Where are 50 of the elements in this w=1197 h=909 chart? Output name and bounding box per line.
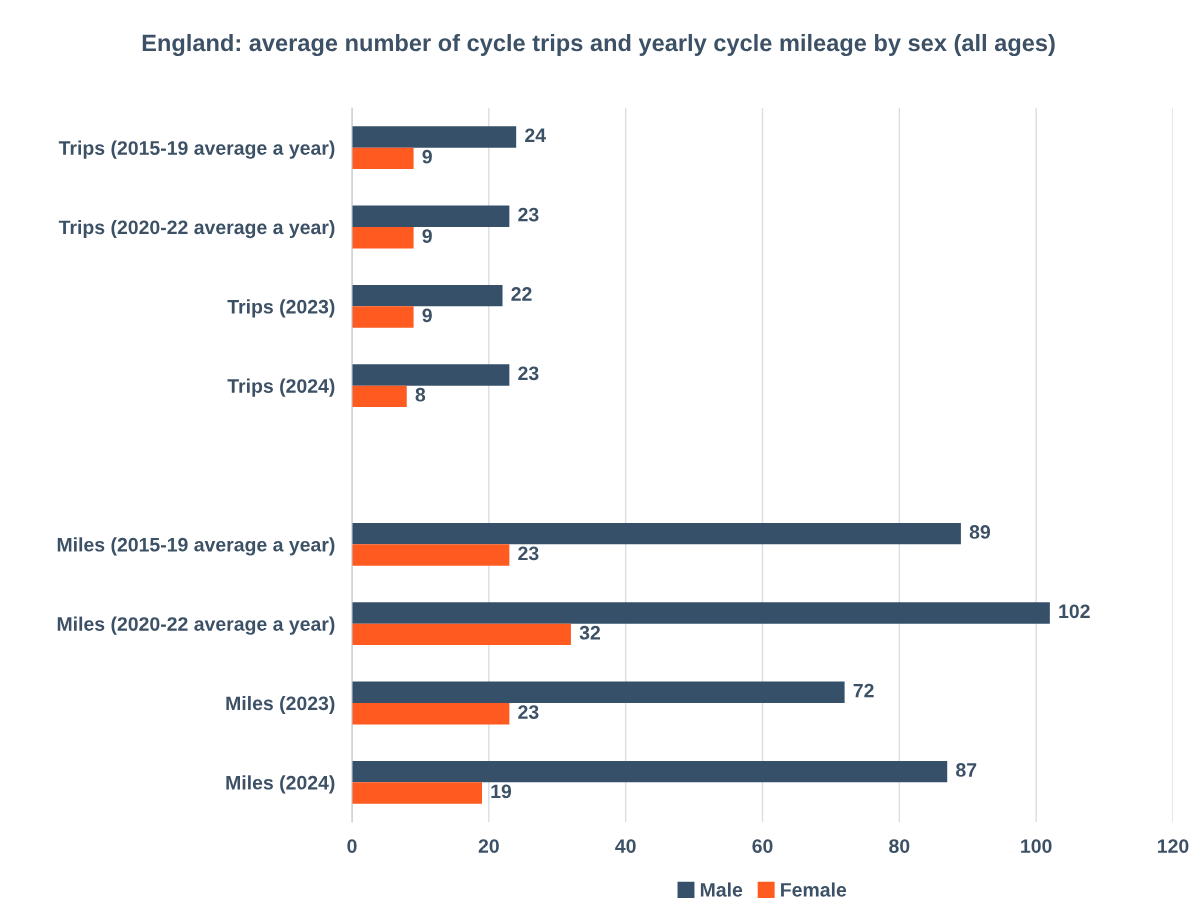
bar <box>352 364 510 386</box>
data-label: 22 <box>511 287 532 301</box>
data-label: 72 <box>853 683 874 698</box>
bar <box>352 227 414 249</box>
data-label: 9 <box>422 229 432 243</box>
data-label: 32 <box>579 625 600 640</box>
x-tick-label: 100 <box>1021 839 1052 853</box>
legend-label: Male <box>700 882 743 897</box>
data-label: 23 <box>518 546 539 561</box>
bar <box>352 544 510 566</box>
data-label: 24 <box>525 128 546 142</box>
y-tick-label: Trips (2015-19 average a year) <box>58 140 335 159</box>
data-label: 23 <box>518 366 539 381</box>
y-tick-label: Trips (2024) <box>227 378 335 397</box>
data-label: 23 <box>518 705 539 719</box>
data-label: 9 <box>422 308 432 323</box>
x-tick-label: 40 <box>615 839 636 853</box>
bar <box>352 623 571 646</box>
bar <box>352 284 503 307</box>
bar <box>352 782 482 804</box>
x-tick-label: 20 <box>478 839 499 853</box>
data-label: 19 <box>491 784 512 799</box>
bar <box>352 681 845 703</box>
legend-label: Female <box>781 882 847 897</box>
chart-title: England: average number of cycle trips and yearly cycle mileage by sex (all ages) <box>142 33 1055 57</box>
y-tick-label: Miles (2015-19 average a year) <box>57 537 335 556</box>
bar <box>352 760 948 783</box>
bar <box>352 126 517 148</box>
x-tick-label: 60 <box>752 839 773 853</box>
bar <box>352 385 407 408</box>
data-label: 89 <box>969 525 991 539</box>
y-tick-label: Miles (2020-22 average a year) <box>57 616 335 635</box>
x-tick-label: 0 <box>347 839 357 853</box>
y-tick-label: Miles (2023) <box>226 695 335 715</box>
data-label: 87 <box>956 763 977 777</box>
data-label: 102 <box>1059 604 1090 619</box>
data-label: 8 <box>415 387 426 402</box>
y-tick-label: Trips (2023) <box>227 299 335 318</box>
data-label: 23 <box>518 207 539 222</box>
bar <box>352 703 510 725</box>
bar <box>352 205 510 227</box>
y-tick-label: Miles (2024) <box>226 775 335 794</box>
bar <box>352 522 961 545</box>
x-tick-label: 80 <box>889 839 910 853</box>
bar <box>352 147 414 170</box>
data-label: 9 <box>422 149 432 164</box>
y-tick-label: Trips (2020-22 average a year) <box>58 219 335 239</box>
x-tick-label: 120 <box>1158 839 1189 853</box>
bar <box>352 602 1050 624</box>
bar <box>352 306 414 328</box>
